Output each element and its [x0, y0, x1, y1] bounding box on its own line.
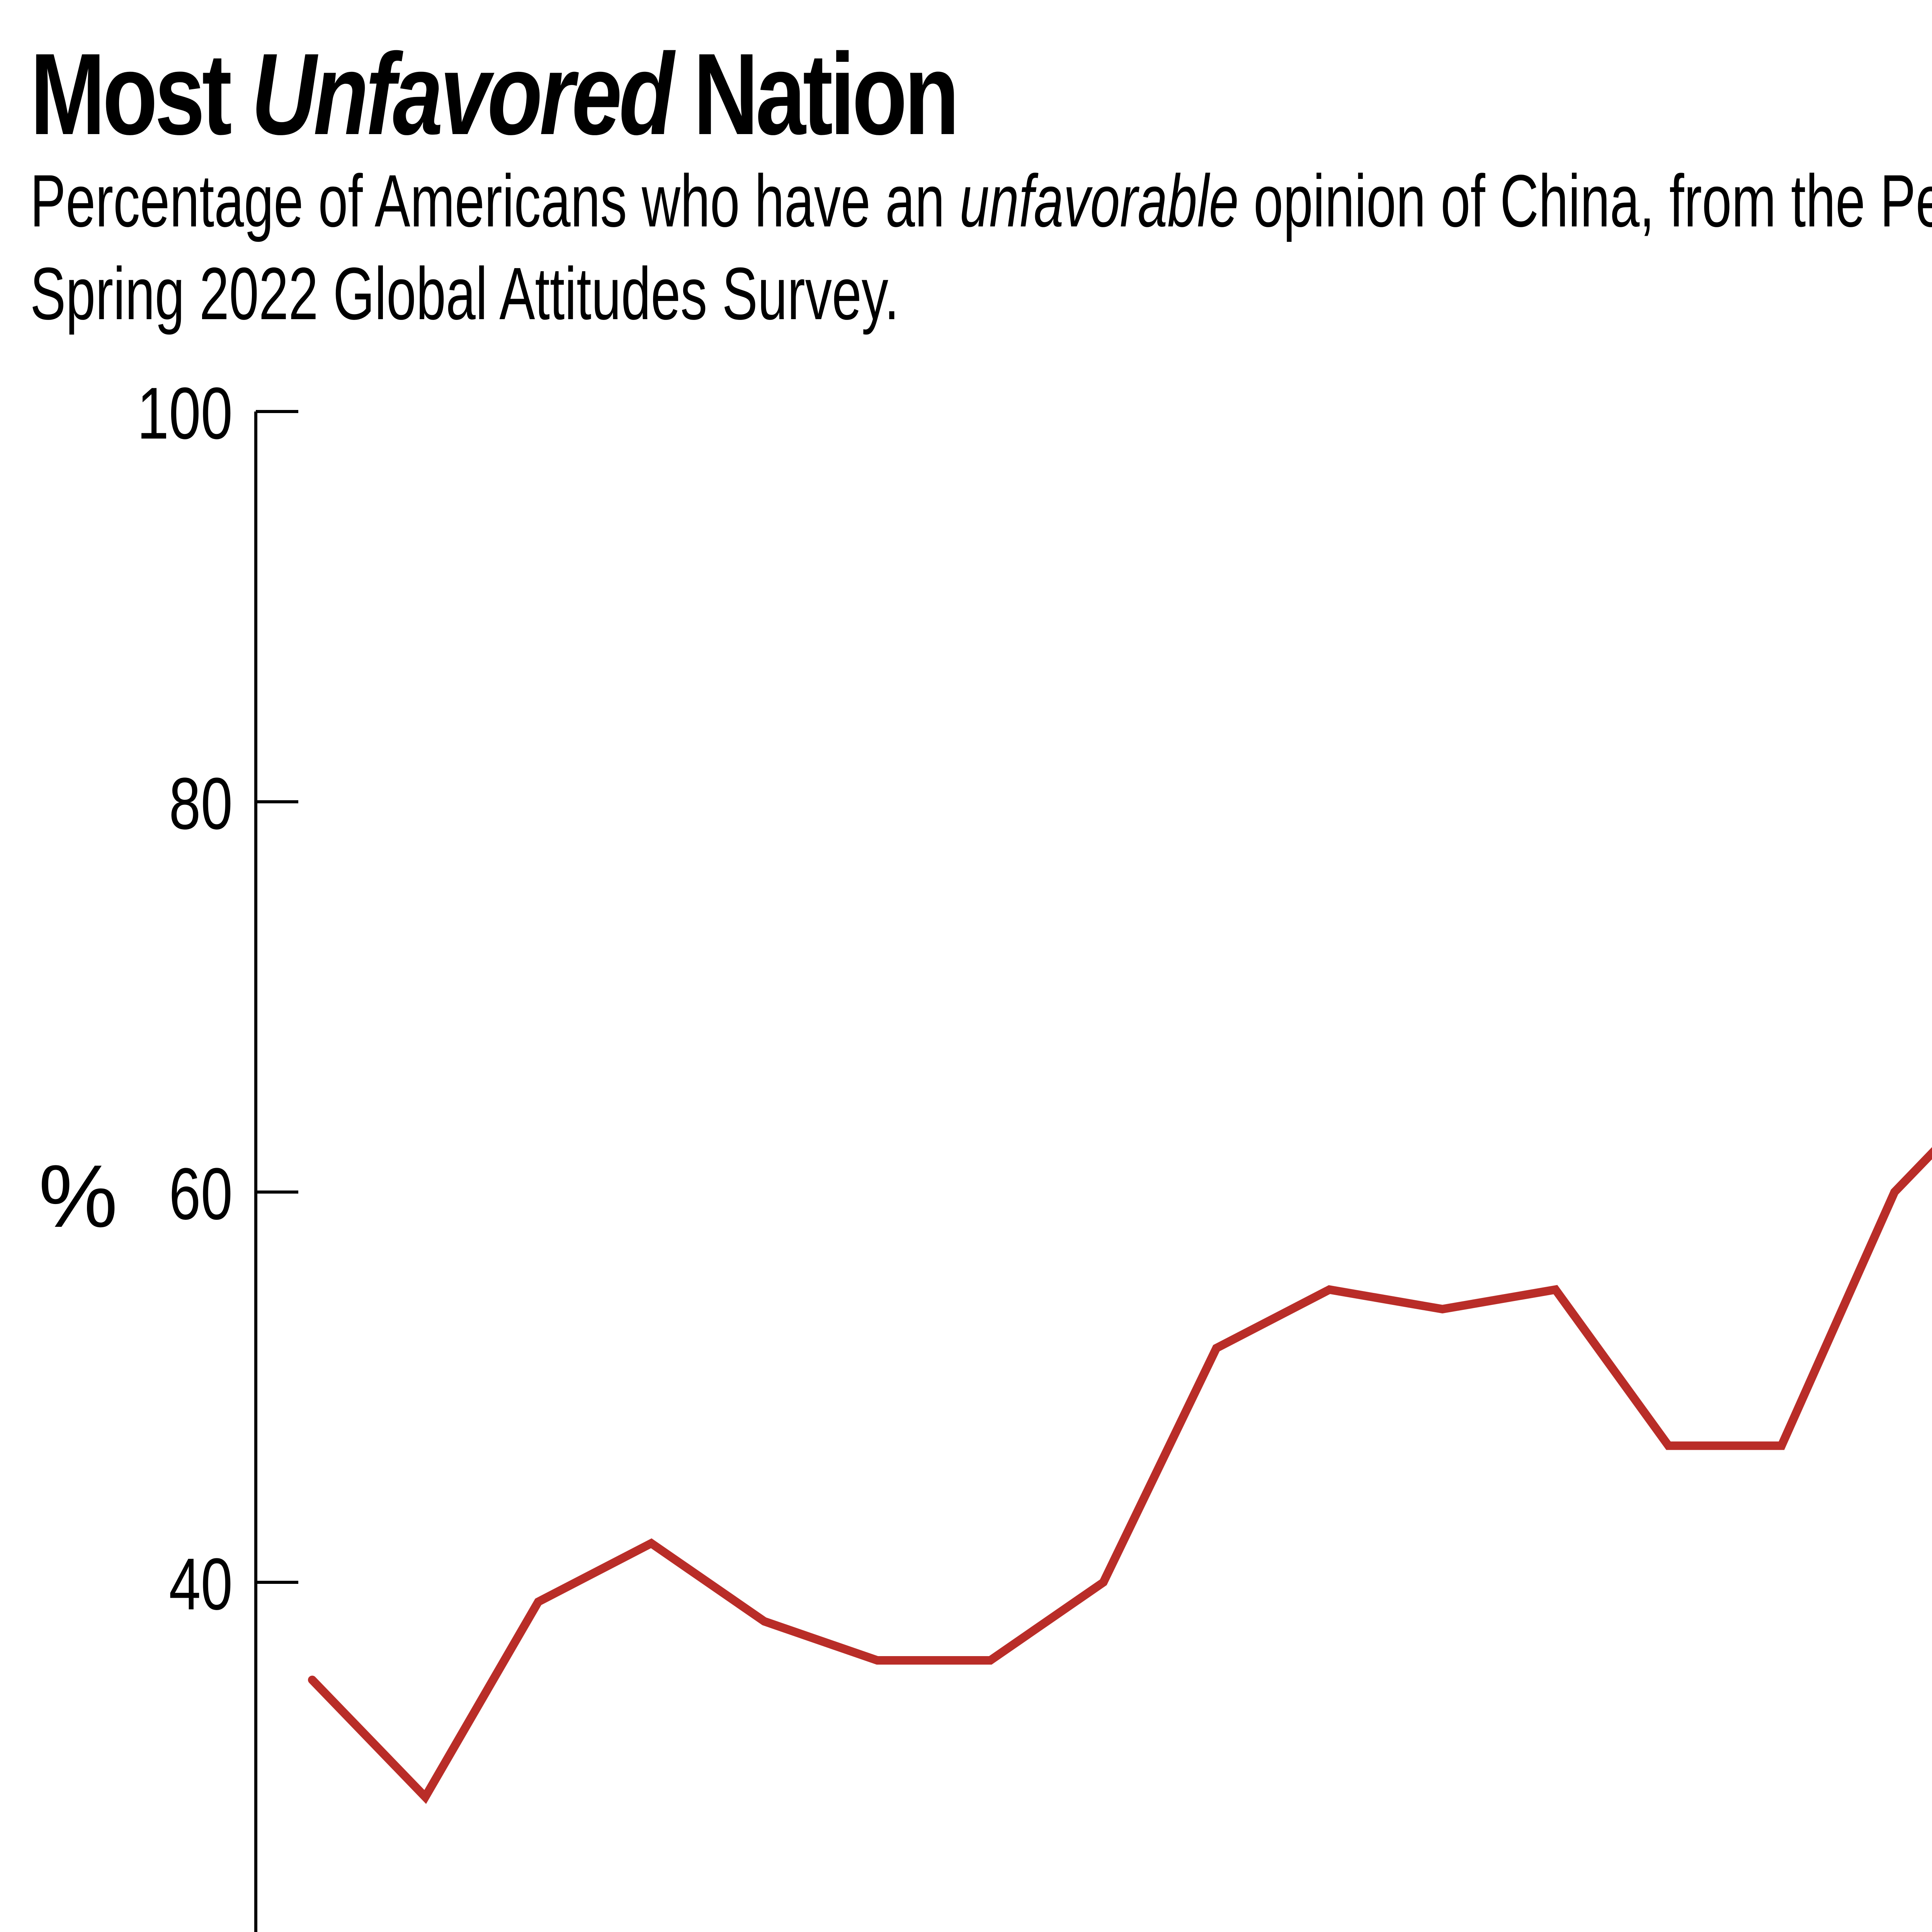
series-line-phone [308, 1147, 1932, 1804]
y-tick-label: 100 [137, 372, 233, 454]
series-group [308, 1147, 1932, 1804]
y-tick-label: 60 [169, 1153, 233, 1235]
y-axis-label: % [39, 1146, 118, 1246]
title-emphasis: Unfavored [251, 29, 674, 159]
y-tick-label: 40 [169, 1543, 233, 1625]
y-tick-label: 80 [169, 763, 233, 845]
title-text-end: Nation [671, 29, 959, 159]
axes: 20406080100%20062010201420182022 [39, 372, 298, 1932]
subtitle-text: Percentage of Americans who have an [30, 159, 960, 242]
title-text: Most [30, 29, 251, 159]
chart-subtitle: Percentage of Americans who have an unfa… [30, 155, 1932, 340]
subtitle-emphasis: unfavorable [959, 159, 1239, 242]
subtitle-text-end: opinion of China, from the Pew Research … [30, 159, 1932, 335]
chart-title: Most Unfavored Nation [30, 27, 959, 161]
